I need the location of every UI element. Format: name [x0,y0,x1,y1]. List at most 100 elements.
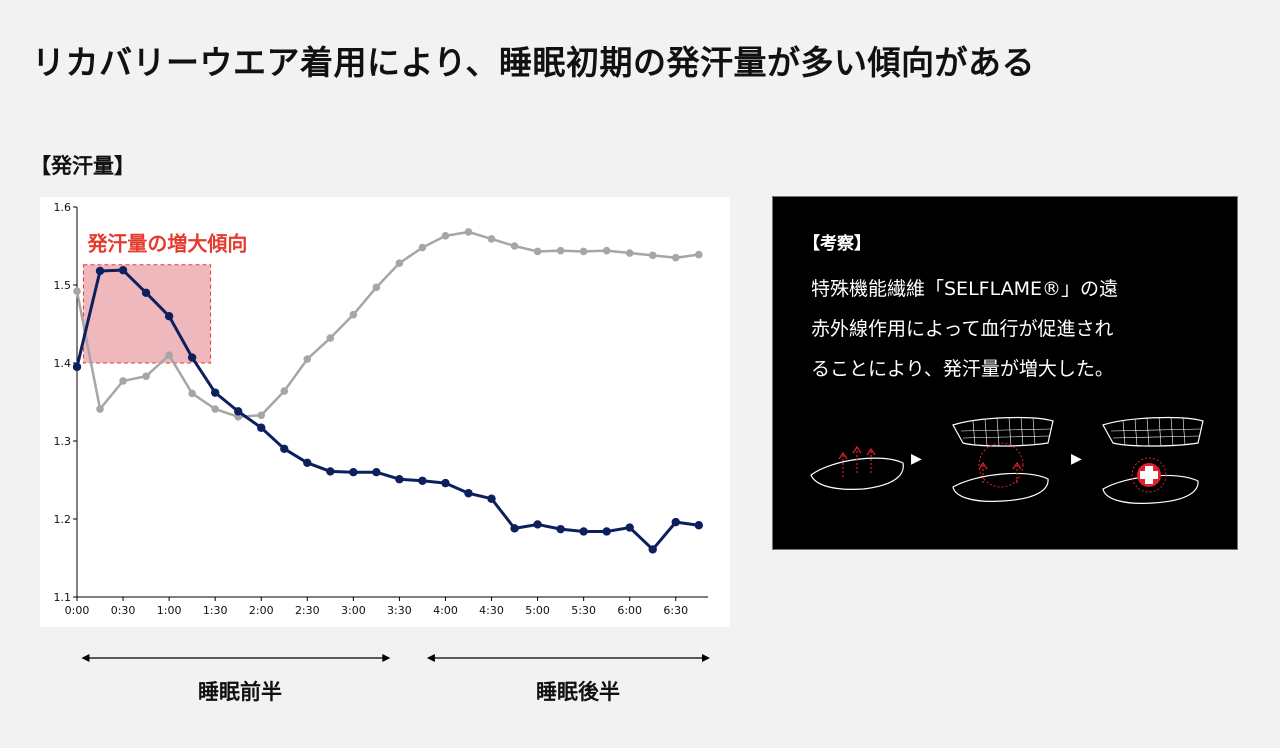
arrow-icon-1: ▶ [911,451,922,467]
series-0-point [418,476,427,485]
series-1-point [579,247,588,256]
y-tick-label: 1.2 [54,513,72,526]
axis-layer: 1.1 1.2 1.3 1.4 1.5 1.6 0:00 0:30 1:00 1:30 2:00 2:… [54,201,708,617]
series-1-point [119,377,127,385]
x-tick-label: 1:30 [203,604,228,617]
sweat-line-chart: 発汗量の増大傾向 1.11.21.31.41.51.60:00 0:30 1:00 1… [54,201,708,617]
x-tick-label: 5:30 [571,604,596,617]
y-tick-label: 1.5 [54,279,72,292]
phase-label-first-half: 睡眠前半 [198,680,282,704]
series-0-point [326,467,335,476]
series-1-point [533,247,542,256]
series-0-point [372,468,381,477]
series-1-point [372,283,381,292]
series-0-point [234,407,243,416]
series-1-point [510,242,519,250]
x-tick-label: 6:00 [617,604,642,617]
series-0-point [118,265,128,275]
series-line-0 [75,268,699,551]
fabric-radiation-icon [952,416,1054,502]
arrow-icon-2: ▶ [1071,451,1082,467]
series-1-point [326,334,335,342]
insight-line-2: 赤外線作用によって血行が促進され [811,318,1114,340]
series-0-point [602,527,611,536]
series-1-point [280,387,289,395]
x-tick-label: 1:00 [157,604,182,617]
series-0-point [441,478,450,488]
series-1-point [602,246,611,255]
series-1-point [648,251,657,260]
x-tick-label: 6:30 [663,604,688,617]
annotation-layer: 発汗量の増大傾向 [82,232,247,364]
phase-arrow-head-right-0 [382,654,391,662]
series-1-point [303,355,312,363]
insight-panel: 【考察】 特殊機能繊維「SELFLAME®」の遠 赤外線作用によって血行が促進さ… [772,196,1238,550]
x-tick-label: 5:00 [525,604,550,617]
series-1-point [257,411,266,420]
series-0-point [395,475,404,484]
series-0-point [625,523,634,532]
x-tick-label: 0:00 [65,604,90,617]
series-0-point [164,312,174,321]
series-0-point [303,458,312,468]
phase-arrow-head-right-1 [702,654,710,662]
blood-flow-plus-icon [1102,416,1204,504]
insight-text: 特殊機能繊維「SELFLAME®」の遠 赤外線作用によって血行が促進され ること… [811,269,1211,389]
series-0-point [556,524,565,534]
series-0-point [671,517,680,527]
annotation-box [82,264,212,364]
series-0-point [72,362,82,372]
series-1-point [556,246,565,255]
x-tick-label: 0:30 [111,604,136,617]
series-1-point [625,249,634,257]
annotation-label: 発汗量の増大傾向 [86,232,247,256]
phase-label-second-half: 睡眠後半 [536,680,620,704]
series-0-point [210,388,220,397]
series-1-point [487,235,496,243]
y-tick-label: 1.6 [54,201,72,214]
series-0-point [648,545,657,554]
x-tick-label: 4:30 [479,604,504,617]
series-1-point [142,372,150,381]
series-0-point [141,288,151,297]
series-1-point [165,351,173,359]
series-0-point [257,423,266,432]
insight-heading: 【考察】 [803,234,871,254]
series-0-point [349,468,358,477]
series-0-point [187,353,197,362]
series-0-point [487,494,496,503]
x-tick-label: 2:00 [249,604,274,617]
series-1-point [395,259,404,267]
series-0-point [280,444,289,453]
x-tick-label: 3:30 [387,604,412,617]
phase-arrow-head-left-1 [426,654,435,662]
series-layer [72,228,703,554]
y-tick-label: 1.4 [54,357,72,370]
section-label: 【発汗量】 [30,154,135,178]
series-1-point [464,228,473,236]
series-1-point [441,232,450,240]
series-0-point [533,520,542,529]
series-1-point [73,287,81,296]
series-0-point [95,266,105,276]
x-tick-label: 3:00 [341,604,366,617]
series-1-point [418,243,427,252]
series-1-point [188,389,196,398]
x-tick-label: 2:30 [295,604,320,617]
series-0-point [510,524,519,533]
series-1-point [671,253,680,262]
mechanism-diagram: ▶ ▶ [810,416,1204,504]
series-1-point [349,310,358,319]
series-0-point [694,521,703,530]
page-title: リカバリーウエア着用により、睡眠初期の発汗量が多い傾向がある [32,43,1036,82]
series-line-1 [75,230,699,419]
insight-line-3: ることにより、発汗量が増大した。 [811,358,1114,380]
insight-line-1: 特殊機能繊維「SELFLAME®」の遠 [811,278,1118,300]
y-tick-label: 1.1 [54,591,72,604]
phase-arrow-head-left-0 [81,654,90,662]
x-tick-label: 4:00 [433,604,458,617]
series-1-point [96,405,104,413]
chart-card: 発汗量の増大傾向 1.1 1.2 1.3 1.4 1.5 1.6 0:00 0:30 1:00 1… [40,197,730,627]
series-1-point [694,250,703,259]
y-tick-label: 1.3 [54,435,72,448]
